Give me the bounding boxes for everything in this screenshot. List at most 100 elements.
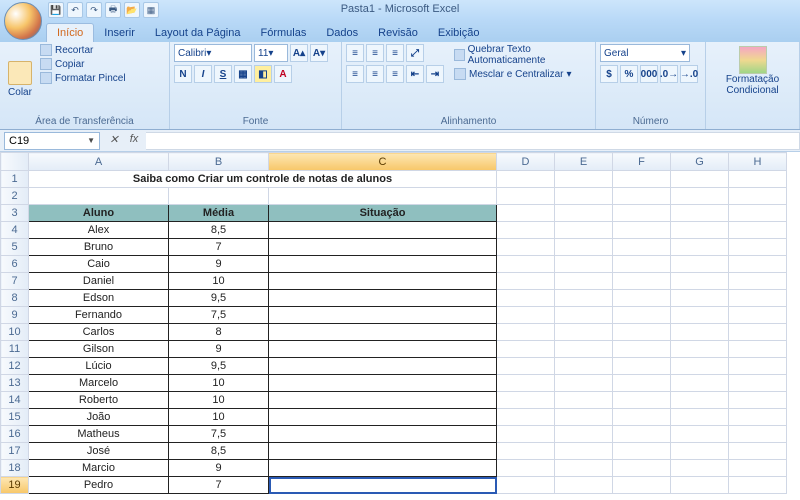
select-all-button[interactable] (1, 153, 29, 171)
row-header-13[interactable]: 13 (1, 375, 29, 392)
orientation-button[interactable]: ⤢ (406, 44, 424, 62)
row-header-15[interactable]: 15 (1, 409, 29, 426)
tab-formulas[interactable]: Fórmulas (251, 24, 317, 42)
cell-situacao[interactable] (269, 256, 497, 273)
cell-situacao[interactable] (269, 477, 497, 494)
tab-layout[interactable]: Layout da Página (145, 24, 251, 42)
cell[interactable] (497, 426, 555, 443)
cell[interactable] (497, 375, 555, 392)
cell-media[interactable]: 7,5 (169, 307, 269, 324)
cell-media[interactable]: 10 (169, 392, 269, 409)
cell[interactable] (497, 477, 555, 494)
row-header-16[interactable]: 16 (1, 426, 29, 443)
row-header-10[interactable]: 10 (1, 324, 29, 341)
font-name-select[interactable]: Calibri ▾ (174, 44, 252, 62)
cell[interactable] (555, 205, 613, 222)
cell[interactable] (613, 341, 671, 358)
cell[interactable] (671, 392, 729, 409)
cell-situacao[interactable] (269, 426, 497, 443)
cell[interactable] (29, 188, 169, 205)
cell[interactable] (497, 409, 555, 426)
cell[interactable] (497, 188, 555, 205)
row-header-11[interactable]: 11 (1, 341, 29, 358)
qat-save-icon[interactable]: 💾 (48, 2, 64, 18)
cell[interactable] (729, 409, 787, 426)
cell-aluno[interactable]: Bruno (29, 239, 169, 256)
align-top-button[interactable]: ≡ (346, 44, 364, 62)
row-header-14[interactable]: 14 (1, 392, 29, 409)
cell-media[interactable]: 7 (169, 477, 269, 494)
cell-aluno[interactable]: Roberto (29, 392, 169, 409)
cell[interactable] (613, 409, 671, 426)
qat-undo-icon[interactable]: ↶ (67, 2, 83, 18)
cell[interactable] (555, 324, 613, 341)
row-header-1[interactable]: 1 (1, 171, 29, 188)
cell[interactable] (613, 222, 671, 239)
cell[interactable] (555, 273, 613, 290)
cell-media[interactable]: 9,5 (169, 358, 269, 375)
cell-situacao[interactable] (269, 324, 497, 341)
cell[interactable] (729, 426, 787, 443)
cell-situacao[interactable] (269, 290, 497, 307)
cell[interactable] (613, 273, 671, 290)
col-header-F[interactable]: F (613, 153, 671, 171)
tab-inserir[interactable]: Inserir (94, 24, 145, 42)
cell[interactable] (729, 341, 787, 358)
cell-aluno[interactable]: Fernando (29, 307, 169, 324)
cell[interactable] (671, 222, 729, 239)
grow-font-button[interactable]: A▴ (290, 44, 308, 62)
cell[interactable] (555, 477, 613, 494)
row-header-19[interactable]: 19 (1, 477, 29, 494)
cell[interactable] (671, 324, 729, 341)
qat-new-icon[interactable]: ▦ (143, 2, 159, 18)
col-header-H[interactable]: H (729, 153, 787, 171)
indent-inc-button[interactable]: ⇥ (426, 65, 444, 83)
cell-media[interactable]: 8,5 (169, 222, 269, 239)
cell[interactable] (613, 171, 671, 188)
cell[interactable] (497, 290, 555, 307)
cell[interactable] (671, 477, 729, 494)
cell-situacao[interactable] (269, 460, 497, 477)
cell[interactable] (613, 477, 671, 494)
cell-aluno[interactable]: Pedro (29, 477, 169, 494)
cell[interactable] (555, 290, 613, 307)
cell[interactable] (497, 443, 555, 460)
col-header-G[interactable]: G (671, 153, 729, 171)
cell[interactable] (497, 460, 555, 477)
row-header-2[interactable]: 2 (1, 188, 29, 205)
cell[interactable] (671, 205, 729, 222)
cell-media[interactable]: 9 (169, 460, 269, 477)
cell-aluno[interactable]: Matheus (29, 426, 169, 443)
cell[interactable] (555, 222, 613, 239)
cell-aluno[interactable]: Daniel (29, 273, 169, 290)
cell[interactable] (671, 239, 729, 256)
tab-inicio[interactable]: Início (46, 23, 94, 42)
cell-media[interactable]: 8 (169, 324, 269, 341)
office-button[interactable] (4, 2, 42, 40)
cell[interactable] (555, 375, 613, 392)
cell[interactable] (613, 375, 671, 392)
cell[interactable] (555, 307, 613, 324)
merge-center-button[interactable]: Mesclar e Centralizar ▾ (454, 68, 591, 80)
cell[interactable] (671, 358, 729, 375)
cell[interactable] (555, 341, 613, 358)
cell[interactable] (729, 443, 787, 460)
cell-media[interactable]: 10 (169, 375, 269, 392)
tab-exibicao[interactable]: Exibição (428, 24, 490, 42)
cell-aluno[interactable]: João (29, 409, 169, 426)
col-header-A[interactable]: A (29, 153, 169, 171)
cell-situacao[interactable] (269, 222, 497, 239)
cell[interactable] (613, 239, 671, 256)
cell[interactable] (671, 256, 729, 273)
cell[interactable] (497, 222, 555, 239)
cell-media[interactable]: 9,5 (169, 290, 269, 307)
copy-button[interactable]: Copiar (40, 58, 126, 70)
cell[interactable] (729, 375, 787, 392)
thousands-button[interactable]: 000 (640, 65, 658, 83)
cell[interactable] (671, 460, 729, 477)
cell[interactable] (729, 460, 787, 477)
cell[interactable] (613, 358, 671, 375)
cell[interactable] (729, 324, 787, 341)
cell-media[interactable]: 8,5 (169, 443, 269, 460)
cell[interactable] (729, 239, 787, 256)
